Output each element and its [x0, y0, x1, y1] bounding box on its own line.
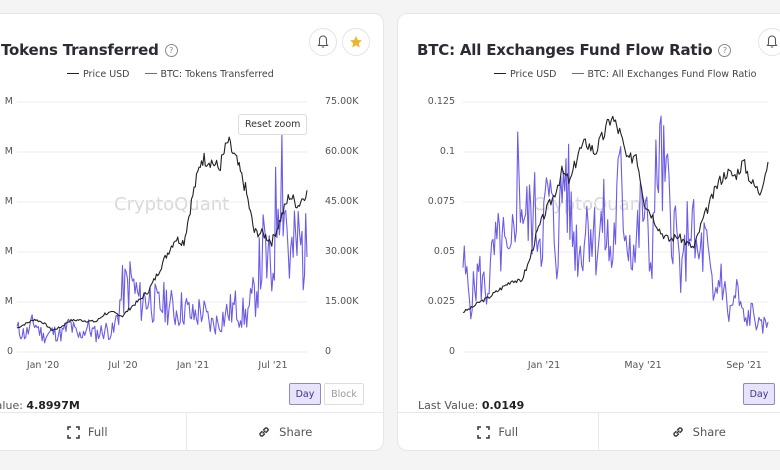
fullscreen-icon — [477, 425, 491, 439]
legend-label: BTC: Tokens Transferred — [160, 69, 274, 80]
help-icon[interactable]: ? — [718, 44, 732, 57]
legend-item-price[interactable]: Price USD — [494, 69, 557, 80]
x-axis-tick: Jan '21 — [176, 360, 210, 371]
left-axis-tick: 0.05 — [433, 246, 455, 257]
link-icon — [672, 427, 683, 437]
right-axis-tick: 45.00K — [325, 196, 359, 207]
left-axis-tick: 0 — [6, 346, 13, 357]
right-axis-tick: 60.00K — [325, 146, 359, 157]
last-value-number: 0.0149 — [481, 399, 525, 412]
card-title: BTC: All Exchanges Fund Flow Ratio? — [417, 41, 732, 59]
fund-flow-ratio-line — [462, 115, 769, 334]
price-usd-line — [462, 115, 769, 314]
alert-bell-button[interactable] — [758, 28, 780, 56]
last-value: Last Value: 0.0149 — [418, 399, 524, 412]
right-axis-tick: 75.00K — [325, 96, 359, 107]
fund-flow-ratio-card: BTC: All Exchanges Fund Flow Ratio? Pric… — [397, 13, 780, 451]
divider — [597, 413, 599, 450]
legend-item-price[interactable]: Price USD — [67, 69, 130, 80]
right-axis-tick: 30.00K — [325, 246, 359, 257]
reset-zoom-button[interactable]: Reset zoom — [238, 114, 308, 135]
last-value: Value: 4.8997M — [0, 399, 80, 412]
share-button[interactable]: Share — [187, 413, 384, 450]
full-label: Full — [87, 425, 108, 439]
chart-legend: Price USD BTC: All Exchanges Fund Flow R… — [494, 69, 768, 80]
help-icon[interactable]: ? — [164, 44, 178, 57]
left-axis-tick: M — [4, 96, 13, 107]
share-button[interactable]: Share — [599, 413, 780, 450]
x-axis-tick: May '21 — [624, 360, 662, 371]
legend-swatch — [571, 72, 584, 74]
legend-label: BTC: All Exchanges Fund Flow Ratio — [587, 69, 757, 80]
legend-swatch — [144, 72, 157, 74]
legend-swatch — [67, 72, 79, 74]
x-axis-tick: Jan '20 — [26, 360, 60, 371]
last-value-label: Value: — [0, 399, 23, 412]
fullscreen-icon — [67, 425, 80, 439]
chart-plot[interactable] — [16, 101, 308, 353]
tokens-transferred-card: Tokens Transferred? Price USD BTC: Token… — [0, 13, 384, 451]
link-icon — [259, 427, 269, 437]
left-axis-tick: M — [4, 296, 13, 307]
left-axis-tick: M — [4, 146, 13, 157]
last-value-number: 4.8997M — [26, 399, 80, 412]
toggle-day[interactable]: Day — [289, 383, 321, 405]
left-axis-tick: 0.025 — [427, 296, 455, 307]
left-axis-tick: 0.125 — [427, 96, 455, 107]
divider — [185, 413, 187, 450]
legend-label: Price USD — [83, 69, 130, 80]
card-title-text: BTC: All Exchanges Fund Flow Ratio — [417, 41, 713, 59]
favorite-button[interactable] — [342, 28, 370, 56]
toggle-day[interactable]: Day — [743, 383, 775, 405]
right-axis-tick: 15.00K — [325, 296, 359, 307]
x-axis-tick: Jul '21 — [258, 360, 288, 371]
price-usd-line — [16, 136, 308, 332]
left-axis-tick: M — [4, 196, 13, 207]
left-axis-tick: 0.1 — [439, 146, 455, 157]
card-actions: Full Share — [398, 412, 780, 450]
bell-icon — [766, 35, 778, 48]
x-axis-tick: Jul '20 — [108, 360, 138, 371]
star-icon — [350, 36, 362, 48]
alert-bell-button[interactable] — [309, 28, 337, 56]
full-button[interactable]: Full — [398, 413, 598, 450]
full-button[interactable]: Full — [0, 413, 186, 450]
share-label: Share — [692, 425, 726, 439]
legend-label: Price USD — [510, 69, 557, 80]
left-axis-tick: 0.075 — [427, 196, 455, 207]
chart-plot[interactable] — [462, 101, 769, 353]
right-axis-tick: 0 — [325, 346, 332, 357]
legend-swatch — [494, 72, 506, 74]
left-axis-tick: 0 — [448, 346, 455, 357]
bell-icon — [317, 35, 329, 48]
tokens-transferred-line — [16, 133, 308, 344]
x-axis-tick: Jan '21 — [527, 360, 561, 371]
card-title-text: Tokens Transferred — [1, 41, 159, 59]
x-axis-tick: Sep '21 — [726, 360, 762, 371]
legend-item-ratio[interactable]: BTC: All Exchanges Fund Flow Ratio — [571, 69, 757, 80]
left-axis-tick: M — [4, 246, 13, 257]
full-label: Full — [498, 425, 519, 439]
card-title: Tokens Transferred? — [1, 41, 178, 59]
watermark: CryptoQuant — [114, 194, 230, 215]
card-actions: Full Share — [0, 412, 384, 450]
share-label: Share — [279, 425, 313, 439]
legend-item-tokens[interactable]: BTC: Tokens Transferred — [144, 69, 274, 80]
chart-legend: Price USD BTC: Tokens Transferred — [67, 69, 286, 80]
last-value-label: Last Value: — [418, 399, 479, 412]
toggle-block[interactable]: Block — [324, 383, 364, 405]
